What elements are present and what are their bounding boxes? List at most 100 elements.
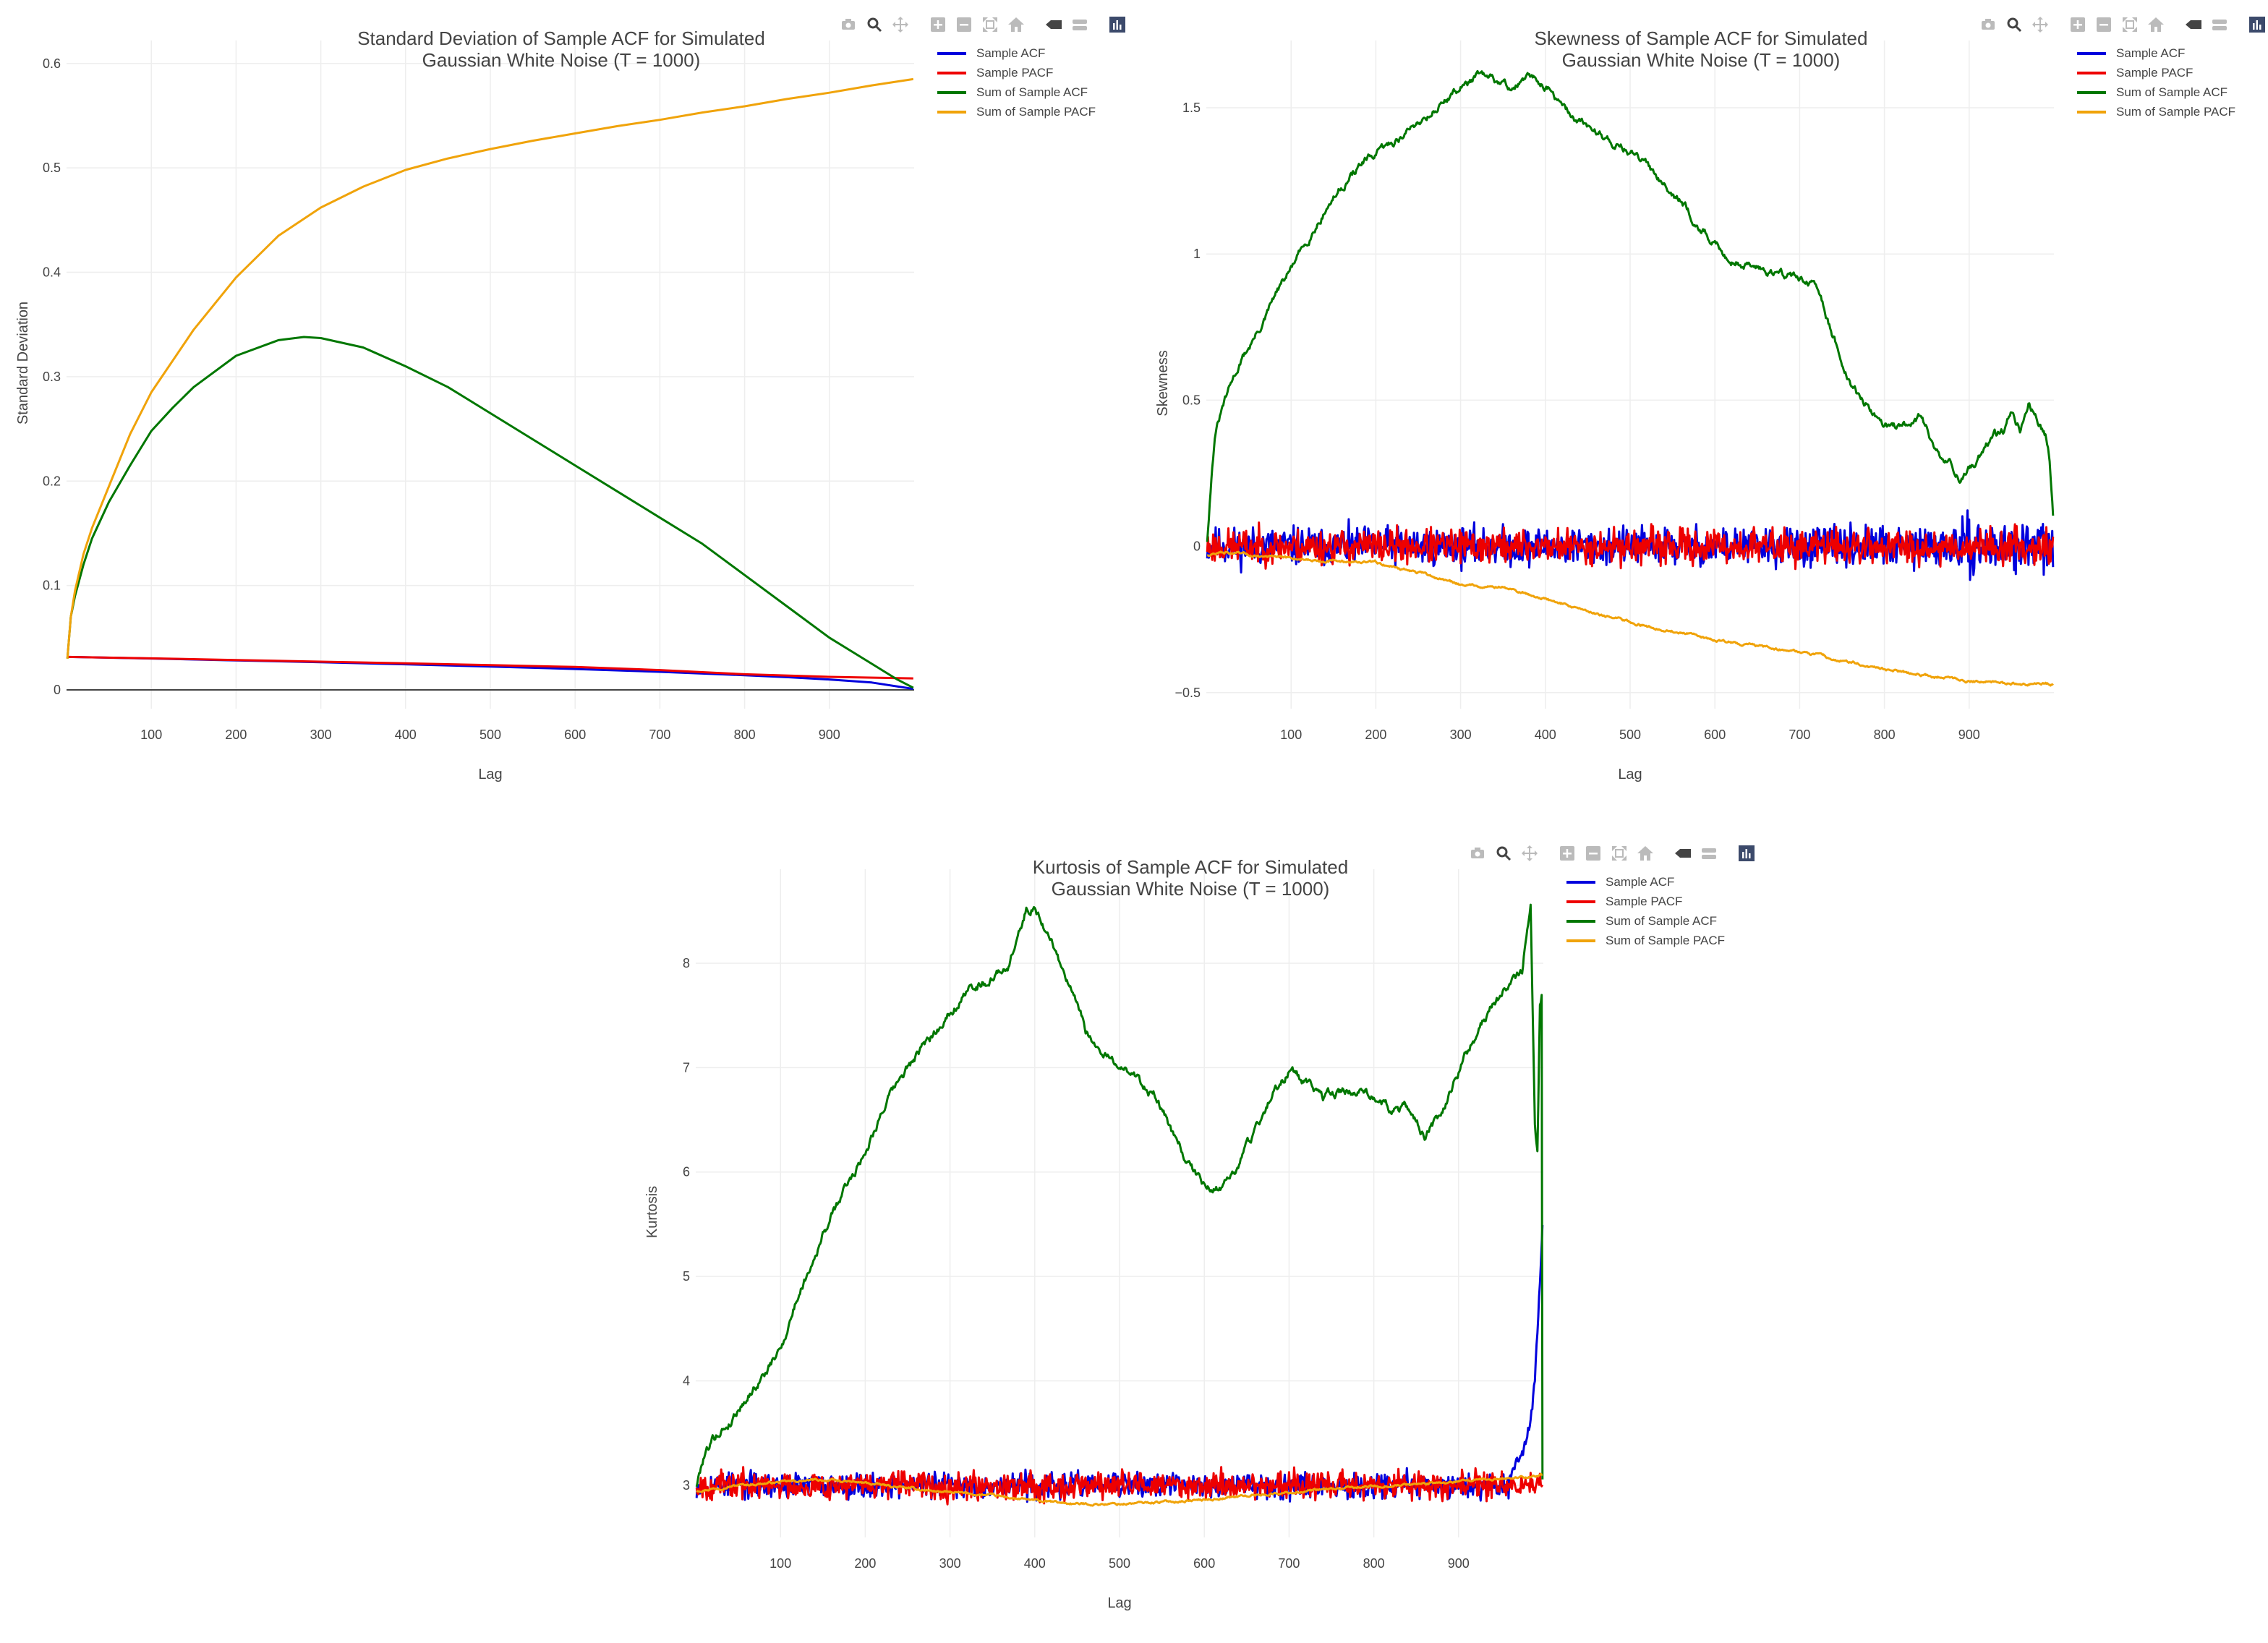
legend-item-sample-pacf[interactable]: Sample PACF (937, 63, 1096, 82)
legend-item-sample-acf[interactable]: Sample ACF (2077, 43, 2235, 63)
modebar-button-pan[interactable] (2029, 14, 2051, 35)
series-line-pacf[interactable] (1206, 521, 2055, 571)
y-tick-label: 0.1 (43, 579, 61, 593)
legend-label: Sample ACF (2116, 46, 2186, 60)
legend-label: Sample PACF (976, 65, 1054, 80)
modebar-button-hover-compare[interactable] (1698, 842, 1720, 864)
x-tick-label: 500 (1619, 727, 1641, 742)
y-tick-label: 0 (1193, 539, 1201, 554)
series-line-sum-acf[interactable] (66, 336, 914, 689)
legend-swatch-acf (937, 51, 966, 55)
modebar-button-zoom[interactable] (2003, 14, 2025, 35)
modebar-button-zoom-in[interactable] (1556, 842, 1578, 864)
y-tick-label: 0.4 (43, 265, 61, 280)
y-tick-label: 6 (683, 1165, 690, 1179)
x-tick-label: 700 (1789, 727, 1810, 742)
x-tick-label: 400 (395, 727, 417, 742)
legend-item-sample-acf[interactable]: Sample ACF (1566, 872, 1725, 892)
chart-panel-kurtosis: 100 200 300 400 500 600 700 800 900 3 4 5 6 7 8 Kurtos… (629, 829, 1763, 1643)
modebar-button-pan[interactable] (1519, 842, 1540, 864)
modebar-button-zoom-out[interactable] (1582, 842, 1604, 864)
zoom-out-icon (1586, 846, 1600, 861)
modebar-button-zoom-in[interactable] (2067, 14, 2089, 35)
legend-item-sum-pacf[interactable]: Sum of Sample PACF (1566, 931, 1725, 950)
modebar-button-autoscale[interactable] (979, 14, 1001, 35)
legend-item-sum-pacf[interactable]: Sum of Sample PACF (937, 102, 1096, 121)
plotly-logo-icon (2249, 17, 2265, 33)
series-line-sum-acf[interactable] (695, 903, 1544, 1488)
series-line-sum-pacf[interactable] (1206, 550, 2054, 687)
autoscale-icon (2123, 17, 2137, 32)
hover-compare-icon (1702, 848, 1716, 859)
zoom-in-icon (1560, 846, 1574, 861)
legend-item-sum-acf[interactable]: Sum of Sample ACF (2077, 82, 2235, 102)
legend-item-sample-pacf[interactable]: Sample PACF (1566, 892, 1725, 911)
series-line-sum-pacf[interactable] (66, 77, 914, 659)
modebar-button-zoom-in[interactable] (927, 14, 949, 35)
x-tick-label: 600 (1193, 1556, 1215, 1571)
modebar-button-home[interactable] (1005, 14, 1027, 35)
legend-item-sum-acf[interactable]: Sum of Sample ACF (937, 82, 1096, 102)
legend-swatch-sum-pacf (937, 110, 966, 114)
legend-swatch-sum-pacf (1566, 939, 1595, 942)
chart-panel-skewness: 100 200 300 400 500 600 700 800 900 −0.5 0 0.5 1 1.5 … (1140, 0, 2268, 814)
legend-swatch-sum-pacf (2077, 110, 2106, 114)
legend-item-sample-pacf[interactable]: Sample PACF (2077, 63, 2235, 82)
modebar-button-plotly-logo[interactable] (2246, 14, 2268, 35)
x-tick-label: 600 (564, 727, 586, 742)
modebar-button-home[interactable] (2145, 14, 2167, 35)
zoom-out-icon (2097, 17, 2111, 32)
x-axis-title: Lag (1107, 1595, 1131, 1611)
x-tick-label: 200 (854, 1556, 876, 1571)
series-line-pacf[interactable] (67, 655, 913, 680)
legend-label: Sample ACF (976, 46, 1046, 60)
modebar-button-autoscale[interactable] (1608, 842, 1630, 864)
x-tick-label: 100 (770, 1556, 791, 1571)
modebar-button-zoom-out[interactable] (2093, 14, 2115, 35)
modebar-button-zoom[interactable] (1493, 842, 1514, 864)
modebar-button-spike-lines[interactable] (2183, 14, 2204, 35)
x-tick-label: 600 (1704, 727, 1726, 742)
legend: Sample ACF Sample PACF Sum of Sample ACF… (2077, 43, 2235, 121)
modebar-button-home[interactable] (1634, 842, 1656, 864)
modebar-button-zoom[interactable] (864, 14, 885, 35)
legend-label: Sample ACF (1606, 874, 1675, 889)
series-line-pacf[interactable] (695, 1466, 1544, 1506)
modebar-button-plotly-logo[interactable] (1736, 842, 1757, 864)
legend-label: Sum of Sample ACF (1606, 913, 1718, 928)
modebar-button-pan[interactable] (890, 14, 911, 35)
y-tick-label: 3 (683, 1478, 690, 1493)
modebar-button-zoom-out[interactable] (953, 14, 975, 35)
modebar-button-hover-compare[interactable] (2209, 14, 2230, 35)
modebar-button-autoscale[interactable] (2119, 14, 2141, 35)
y-tick-label: 0.3 (43, 370, 61, 384)
modebar-button-camera[interactable] (1977, 14, 1999, 35)
modebar-button-spike-lines[interactable] (1672, 842, 1694, 864)
x-tick-label: 900 (1448, 1556, 1470, 1571)
x-tick-label: 800 (1363, 1556, 1385, 1571)
x-tick-label: 300 (939, 1556, 961, 1571)
x-tick-label: 200 (225, 727, 247, 742)
modebar-button-camera[interactable] (837, 14, 859, 35)
y-tick-label: 1 (1193, 247, 1201, 261)
home-icon (1637, 846, 1653, 861)
x-tick-label: 900 (819, 727, 840, 742)
modebar-button-camera[interactable] (1467, 842, 1488, 864)
chart-title-line-1: Standard Deviation of Sample ACF for Sim… (357, 27, 765, 49)
legend-item-sum-acf[interactable]: Sum of Sample ACF (1566, 911, 1725, 931)
modebar-button-spike-lines[interactable] (1043, 14, 1065, 35)
series-line-sum-pacf[interactable] (696, 1472, 1543, 1507)
x-tick-label: 500 (1109, 1556, 1130, 1571)
series-line-sum-acf[interactable] (1206, 69, 2055, 542)
zoom-icon (2007, 17, 2022, 33)
chart-title-line-1: Kurtosis of Sample ACF for Simulated (1033, 856, 1348, 878)
legend-item-sample-acf[interactable]: Sample ACF (937, 43, 1096, 63)
x-tick-label: 900 (1958, 727, 1980, 742)
legend-item-sum-pacf[interactable]: Sum of Sample PACF (2077, 102, 2235, 121)
legend-swatch-sum-acf (2077, 90, 2106, 94)
modebar-button-hover-compare[interactable] (1069, 14, 1091, 35)
y-tick-label: 0.2 (43, 474, 61, 488)
modebar-button-plotly-logo[interactable] (1107, 14, 1128, 35)
skewness-plot: 100 200 300 400 500 600 700 800 900−0.500.511.5 … (1155, 27, 2055, 782)
legend-swatch-pacf (937, 71, 966, 74)
